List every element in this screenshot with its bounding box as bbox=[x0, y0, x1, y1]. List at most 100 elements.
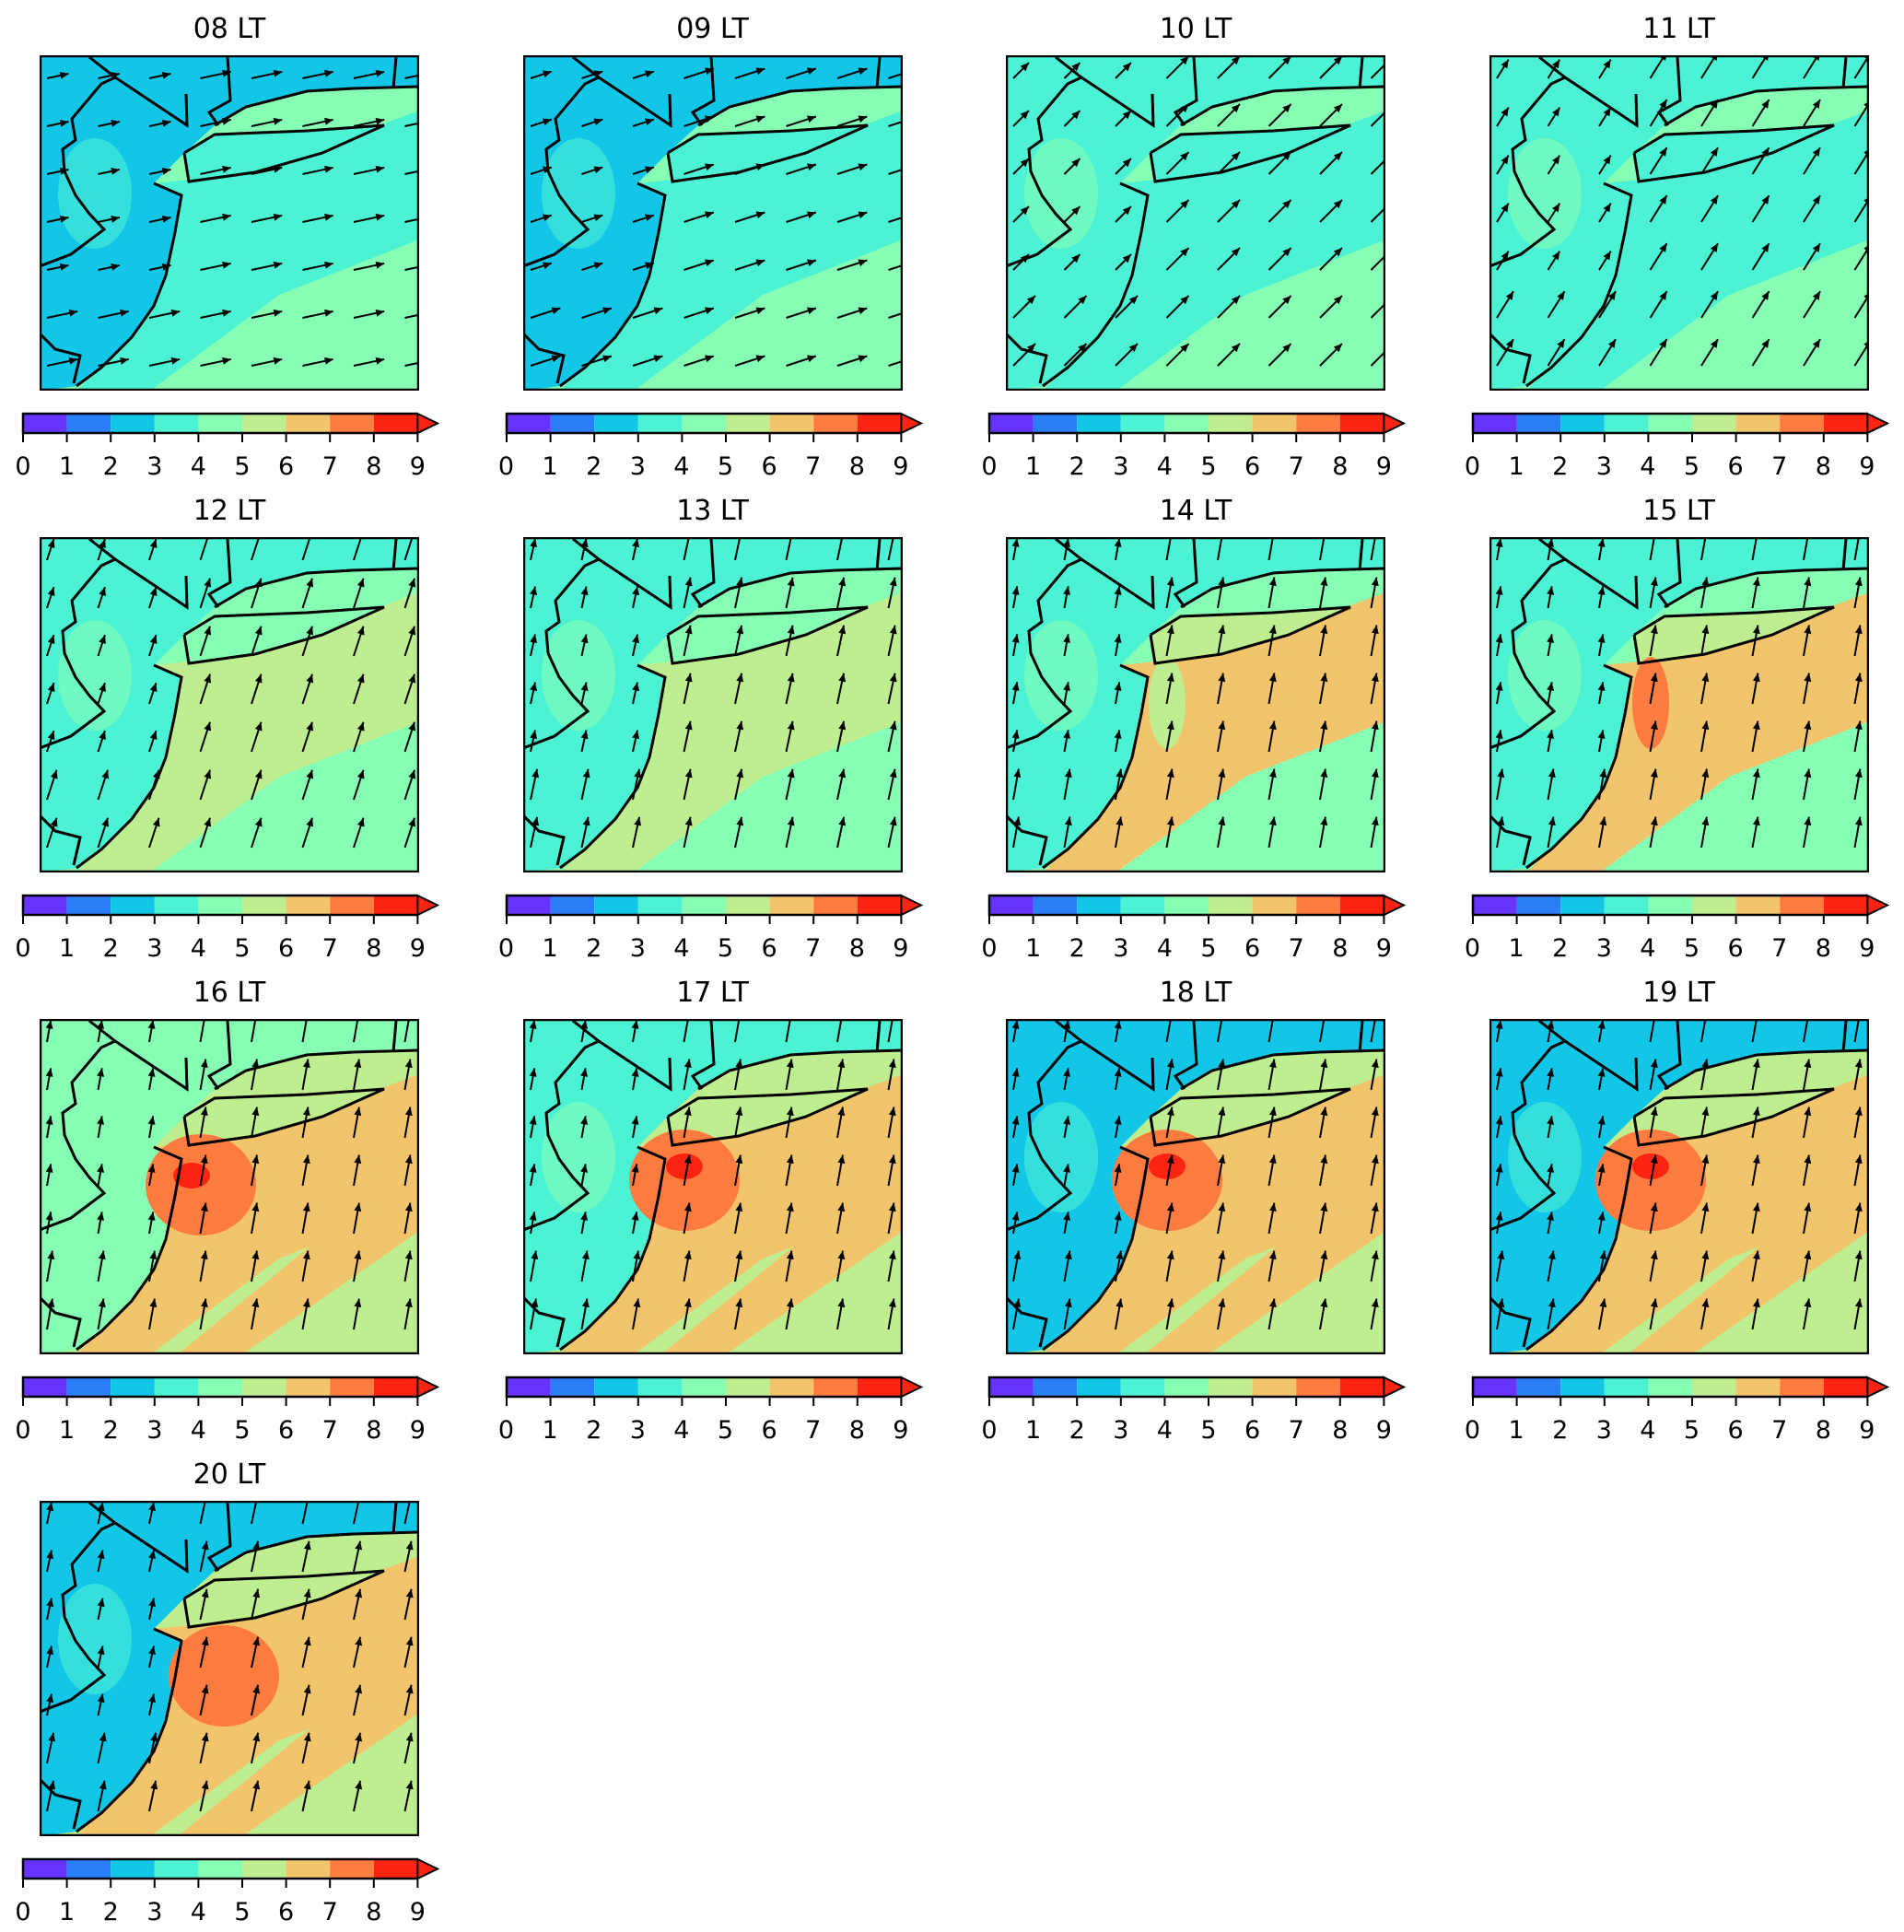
map-panel: 16 LT 0 1 2 3 4 5 6 7 8 9 bbox=[15, 977, 440, 1445]
wind-arrow bbox=[683, 768, 693, 801]
wind-arrow bbox=[1495, 155, 1510, 175]
wind-arrow bbox=[1802, 338, 1821, 367]
wind-arrow bbox=[580, 634, 589, 657]
wind-arrow bbox=[302, 165, 333, 175]
wind-arrow bbox=[785, 115, 816, 127]
colorbar-tick-label: 6 bbox=[278, 1416, 295, 1445]
wind-arrow bbox=[785, 816, 795, 849]
wind-speed-map bbox=[40, 1501, 419, 1836]
wind-arrow bbox=[1012, 816, 1022, 849]
wind-arrow bbox=[46, 1250, 55, 1282]
map-frame bbox=[1006, 1019, 1385, 1354]
wind-arrow bbox=[251, 261, 283, 271]
wind-arrow bbox=[97, 1164, 105, 1187]
wind-arrow bbox=[301, 1298, 310, 1330]
colorbar-tick-label: 7 bbox=[1288, 1416, 1304, 1445]
wind-arrow bbox=[1165, 673, 1174, 705]
map-frame bbox=[1006, 55, 1385, 391]
wind-arrow bbox=[301, 721, 314, 753]
colorbar-tick-label: 8 bbox=[1815, 934, 1831, 963]
wind-arrow bbox=[835, 577, 846, 609]
wind-arrow bbox=[98, 119, 121, 127]
colorbar-tick-label: 6 bbox=[761, 934, 777, 963]
long-island-field bbox=[184, 125, 384, 181]
wind-arrow bbox=[97, 634, 106, 657]
wind-arrow bbox=[1370, 673, 1379, 705]
wind-arrow bbox=[46, 634, 55, 657]
wind-arrow bbox=[148, 1780, 158, 1812]
wind-arrow bbox=[1370, 816, 1379, 849]
wind-arrow bbox=[1011, 634, 1020, 657]
wind-arrow bbox=[1063, 295, 1088, 319]
colorbar-segment bbox=[1516, 1377, 1560, 1397]
wind-arrow bbox=[1319, 816, 1328, 849]
wind-arrow bbox=[1751, 720, 1760, 753]
wind-arrow bbox=[1597, 290, 1617, 319]
wind-arrow bbox=[1115, 110, 1132, 127]
wind-arrow bbox=[1700, 1202, 1709, 1235]
coastline-boundary bbox=[522, 814, 566, 866]
wind-arrow bbox=[1012, 158, 1030, 175]
wind-arrow bbox=[46, 730, 55, 753]
wind-speed-map bbox=[1489, 1019, 1869, 1354]
colorbar-tick-label: 5 bbox=[1200, 452, 1217, 481]
long-island-field bbox=[1633, 1089, 1834, 1145]
wind-arrow bbox=[1547, 59, 1560, 79]
coastline-boundary bbox=[1180, 567, 1385, 609]
wind-arrow bbox=[45, 1116, 53, 1139]
wind-arrow bbox=[1751, 1154, 1760, 1187]
wind-arrow bbox=[1700, 290, 1719, 319]
colorbar-tick-label: 2 bbox=[102, 1898, 119, 1926]
colorbar-segment bbox=[1209, 414, 1253, 433]
wind-arrow bbox=[353, 1540, 363, 1573]
wind-arrow bbox=[1649, 768, 1658, 801]
wind-arrow bbox=[1802, 816, 1811, 849]
wind-arrow bbox=[1267, 247, 1292, 271]
wind-arrow bbox=[1495, 338, 1514, 367]
wind-arrow bbox=[1649, 1154, 1658, 1187]
map-panel: 15 LT 0 1 2 3 4 5 6 7 8 9 bbox=[1465, 495, 1889, 963]
colorbar-tick-label: 1 bbox=[1508, 452, 1524, 481]
wind-arrow bbox=[1495, 251, 1510, 271]
colorbar-segment bbox=[1691, 896, 1736, 915]
map-frame bbox=[522, 1019, 903, 1354]
wind-arrow bbox=[835, 768, 846, 801]
wind-arrow bbox=[683, 115, 714, 127]
wind-arrow bbox=[1165, 1107, 1174, 1139]
wind-arrow bbox=[1165, 1250, 1174, 1282]
colorbar-tick-label: 3 bbox=[629, 452, 646, 481]
coastline-boundary bbox=[875, 1020, 881, 1053]
land-field bbox=[40, 55, 419, 391]
colorbar-extend-arrow bbox=[899, 1376, 923, 1399]
wind-arrow bbox=[1063, 538, 1071, 561]
colorbar-segment bbox=[593, 1377, 638, 1397]
colorbar-tick-label: 2 bbox=[102, 934, 119, 963]
wind-arrow bbox=[1700, 577, 1709, 609]
wind-arrow bbox=[785, 211, 816, 223]
wind-arrow bbox=[734, 259, 765, 271]
wind-arrow bbox=[46, 1693, 54, 1716]
wind-arrow bbox=[632, 214, 654, 223]
wind-arrow bbox=[1751, 1107, 1760, 1139]
colorbar-tick-label: 9 bbox=[409, 1416, 426, 1445]
colorbar-segment bbox=[1691, 414, 1736, 433]
coastline-boundary bbox=[182, 123, 385, 183]
coastline-boundary bbox=[1042, 663, 1150, 870]
wind-arrow bbox=[1165, 343, 1190, 367]
wind-arrow bbox=[1495, 290, 1514, 319]
wind-arrow bbox=[251, 721, 263, 753]
panel-title: 12 LT bbox=[193, 495, 266, 527]
colorbar-tick-label: 9 bbox=[1859, 452, 1875, 481]
colorbar-tick-label: 9 bbox=[409, 934, 426, 963]
wind-arrow bbox=[1649, 338, 1667, 367]
coastline-boundary bbox=[1841, 538, 1847, 571]
wind-arrow bbox=[734, 115, 765, 127]
coastline-boundary bbox=[1006, 332, 1048, 384]
wind-arrow bbox=[353, 357, 385, 367]
colorbar-segment bbox=[1559, 1377, 1605, 1397]
wind-arrow bbox=[733, 577, 743, 609]
wind-arrow bbox=[1370, 1107, 1379, 1139]
wind-arrow bbox=[1802, 673, 1811, 705]
wind-arrow bbox=[1597, 107, 1612, 127]
